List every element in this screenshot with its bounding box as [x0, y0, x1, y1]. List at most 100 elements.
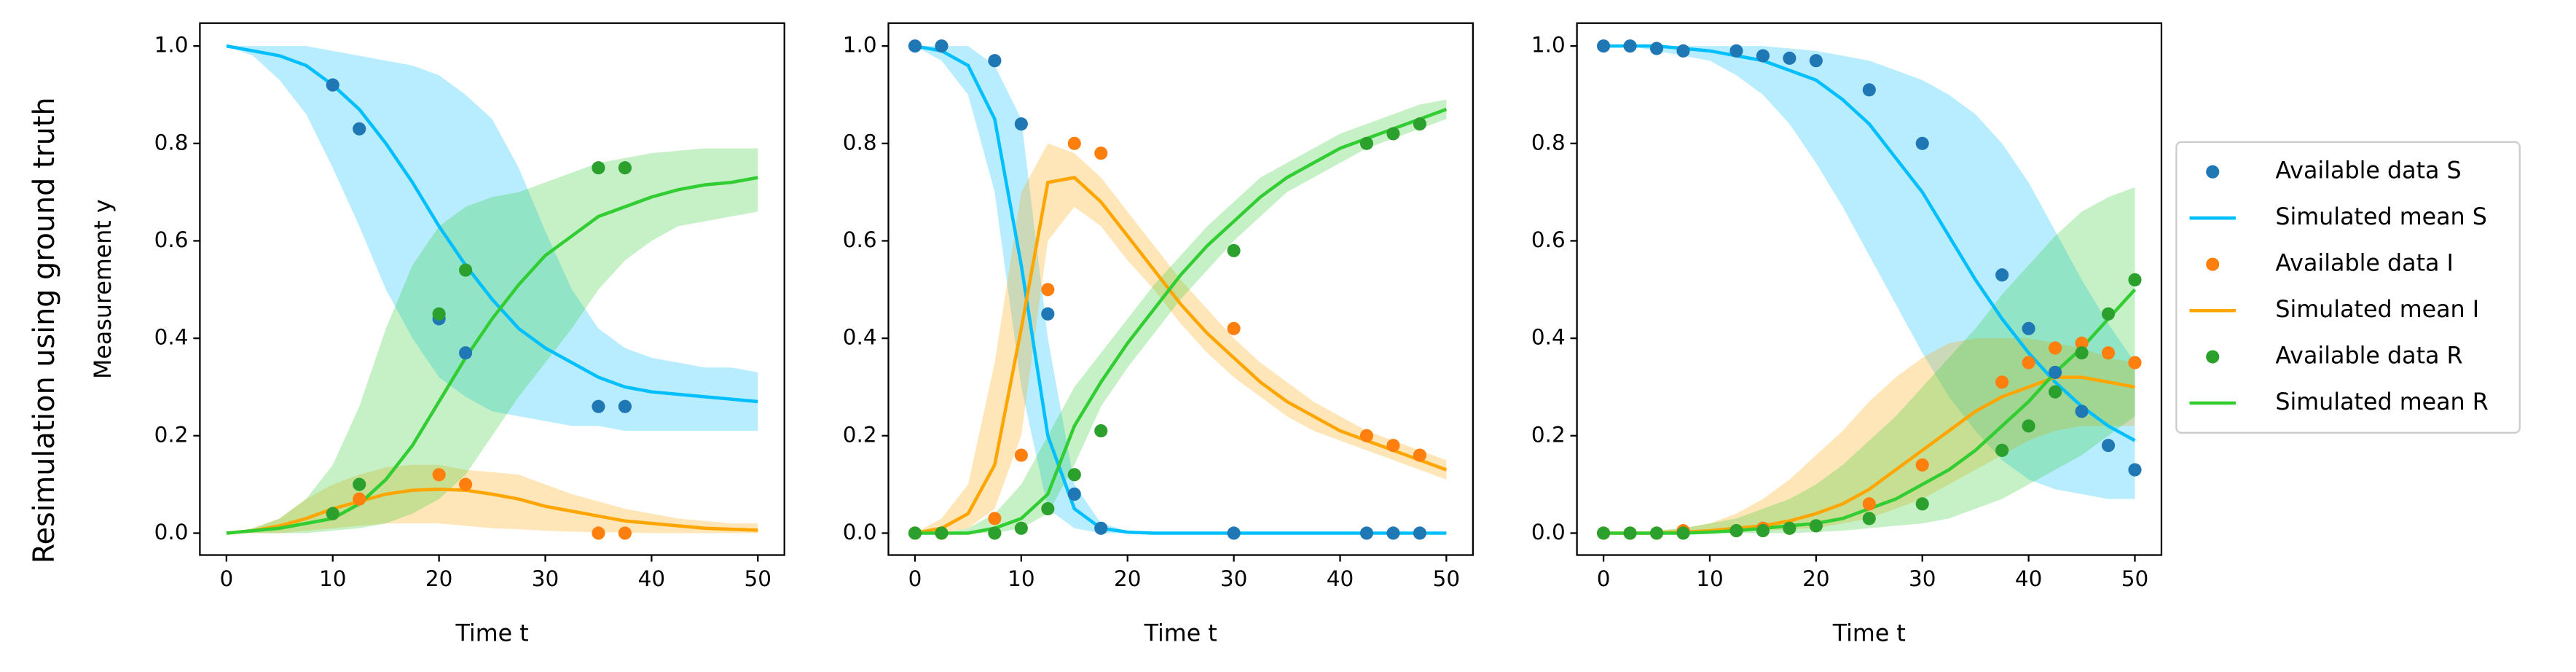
y-tick-label: 1.0: [843, 33, 877, 58]
data-point: [1359, 526, 1374, 540]
data-point: [2049, 341, 2062, 355]
data-point: [1041, 307, 1055, 321]
plot-area: [226, 44, 758, 540]
data-point: [1413, 117, 1426, 131]
data-point: [1227, 526, 1241, 540]
y-tick-label: 0.8: [154, 130, 189, 155]
data-point: [592, 399, 605, 413]
legend-label: Available data R: [2275, 343, 2462, 370]
data-point: [1995, 375, 2009, 389]
data-point: [1809, 54, 1823, 68]
data-point: [432, 468, 446, 482]
data-point: [1597, 526, 1611, 540]
x-tick-label: 0: [908, 566, 922, 591]
data-point: [1386, 127, 1400, 141]
data-point: [1067, 487, 1081, 501]
data-point: [2022, 321, 2035, 335]
y-tick-label: 0.8: [1531, 130, 1566, 155]
legend-box: [2175, 141, 2521, 434]
data-point: [1597, 39, 1611, 53]
data-point: [1649, 42, 1664, 55]
mean-line: [914, 44, 1447, 535]
data-point: [618, 399, 632, 413]
data-point: [2022, 356, 2035, 370]
x-tick-label: 0: [219, 566, 233, 591]
axes-frame: [1576, 22, 2163, 556]
data-point: [1227, 243, 1241, 257]
x-tick-label: 10: [1008, 566, 1034, 591]
data-point: [592, 526, 605, 540]
data-point: [908, 526, 922, 540]
y-tick-label: 0.4: [1531, 325, 1566, 350]
data-point: [1041, 283, 1055, 297]
mean-line: [1603, 44, 2136, 442]
x-tick-label: 50: [2121, 566, 2148, 591]
data-point: [459, 477, 473, 491]
data-point: [988, 54, 1002, 68]
data-point: [353, 492, 366, 506]
mean-line: [226, 44, 758, 404]
plot-area: [908, 39, 1448, 540]
y-tick-label: 1.0: [1531, 33, 1566, 58]
x-tick-label: 20: [1114, 566, 1141, 591]
y-tick-label: 1.0: [154, 33, 189, 58]
legend-label: Simulated mean I: [2275, 297, 2479, 323]
legend-marker: [2206, 257, 2220, 271]
data-point: [2128, 356, 2142, 370]
data-point: [2049, 365, 2062, 379]
data-point: [2101, 439, 2116, 453]
band: [914, 46, 1447, 534]
data-point: [935, 39, 949, 53]
x-tick-label: 20: [1802, 566, 1829, 591]
data-point: [1359, 136, 1374, 150]
x-tick-label: 50: [745, 566, 771, 591]
data-point: [1676, 44, 1690, 58]
data-point: [326, 78, 339, 92]
x-tick-label: 30: [1220, 566, 1247, 591]
y-tick-label: 0.4: [843, 325, 877, 350]
data-point: [1623, 39, 1637, 53]
mean-line: [914, 176, 1448, 535]
data-point: [1094, 521, 1108, 535]
mean-line: [226, 176, 758, 535]
data-point: [1676, 526, 1690, 540]
legend-label: Available data I: [2275, 251, 2454, 277]
x-axis-label: Time t: [1144, 620, 1217, 646]
data-point: [2075, 405, 2089, 418]
y-axis-label: Measurement y: [90, 199, 117, 379]
axes-frame: [887, 22, 1474, 556]
data-point: [2075, 346, 2089, 360]
data-point: [1862, 512, 1876, 526]
data-point: [1862, 83, 1876, 97]
legend-label: Available data S: [2275, 158, 2461, 184]
data-point: [1623, 526, 1637, 540]
legend-marker: [2206, 165, 2220, 179]
data-point: [1041, 501, 1055, 516]
band: [226, 148, 758, 534]
legend-label: Simulated mean S: [2275, 204, 2487, 230]
axes-frame: [199, 22, 785, 556]
data-point: [459, 346, 473, 360]
data-point: [1014, 521, 1028, 535]
x-axis-label: Time t: [455, 620, 528, 646]
x-tick-label: 0: [1597, 566, 1611, 591]
data-point: [1862, 497, 1876, 511]
x-tick-label: 30: [532, 566, 559, 591]
y-tick-label: 0.0: [1531, 520, 1566, 544]
data-point: [1094, 146, 1108, 160]
y-tick-label: 0.6: [1531, 227, 1566, 252]
row-label: Resimulation using ground truth: [28, 97, 61, 563]
x-tick-label: 40: [1327, 566, 1354, 591]
data-point: [1729, 524, 1743, 538]
y-tick-label: 0.4: [154, 325, 189, 350]
band: [226, 46, 758, 431]
y-tick-label: 0.2: [843, 422, 877, 447]
mean-line: [914, 107, 1448, 535]
data-point: [988, 526, 1002, 540]
data-point: [1227, 321, 1241, 335]
data-point: [1413, 526, 1426, 540]
data-point: [908, 39, 922, 53]
y-tick-label: 0.6: [154, 227, 189, 252]
data-point: [618, 526, 632, 540]
data-point: [2101, 346, 2116, 360]
